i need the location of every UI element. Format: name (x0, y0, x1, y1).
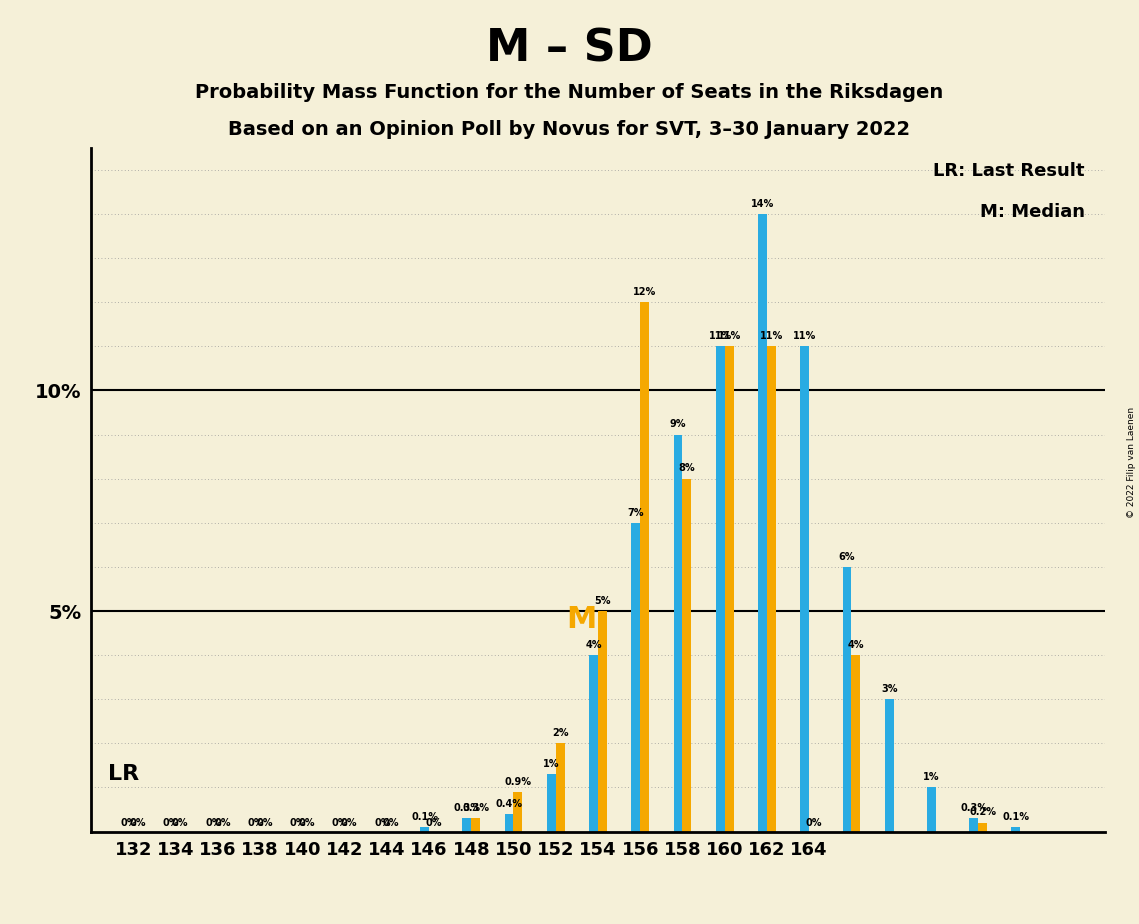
Text: 6%: 6% (838, 552, 855, 562)
Text: 0.1%: 0.1% (1002, 812, 1030, 821)
Text: 0.3%: 0.3% (453, 803, 481, 813)
Text: 0.2%: 0.2% (969, 808, 995, 818)
Bar (556, 744, 565, 832)
Text: LR: Last Result: LR: Last Result (933, 162, 1084, 179)
Text: 11%: 11% (718, 331, 740, 341)
Text: 0%: 0% (214, 818, 230, 828)
Text: 0.1%: 0.1% (411, 812, 439, 821)
Bar (631, 523, 640, 832)
Text: 0%: 0% (289, 818, 306, 828)
Text: 11%: 11% (793, 331, 817, 341)
Text: 3%: 3% (880, 684, 898, 694)
Text: M – SD: M – SD (486, 28, 653, 71)
Bar (420, 827, 429, 832)
Bar (598, 611, 607, 832)
Bar (978, 822, 988, 832)
Text: 0.4%: 0.4% (495, 798, 523, 808)
Bar (505, 814, 514, 832)
Text: 11%: 11% (708, 331, 732, 341)
Text: 11%: 11% (760, 331, 782, 341)
Text: 7%: 7% (628, 507, 644, 517)
Text: 0%: 0% (205, 818, 222, 828)
Bar (640, 302, 649, 832)
Bar (927, 787, 936, 832)
Text: 0%: 0% (172, 818, 188, 828)
Text: 0%: 0% (163, 818, 180, 828)
Bar (885, 699, 894, 832)
Text: Probability Mass Function for the Number of Seats in the Riksdagen: Probability Mass Function for the Number… (196, 83, 943, 103)
Text: 5%: 5% (595, 596, 611, 606)
Text: 0.3%: 0.3% (960, 803, 988, 813)
Text: © 2022 Filip van Laenen: © 2022 Filip van Laenen (1126, 407, 1136, 517)
Bar (1011, 827, 1021, 832)
Bar (852, 655, 860, 832)
Text: 0%: 0% (341, 818, 358, 828)
Bar (969, 819, 978, 832)
Text: M: Median: M: Median (980, 202, 1084, 221)
Text: 0%: 0% (130, 818, 146, 828)
Text: 0%: 0% (374, 818, 391, 828)
Text: 1%: 1% (924, 772, 940, 783)
Bar (724, 346, 734, 832)
Text: 0%: 0% (298, 818, 316, 828)
Bar (589, 655, 598, 832)
Text: Based on an Opinion Poll by Novus for SVT, 3–30 January 2022: Based on an Opinion Poll by Novus for SV… (229, 120, 910, 140)
Text: LR: LR (108, 764, 139, 784)
Bar (767, 346, 776, 832)
Bar (715, 346, 724, 832)
Text: 0%: 0% (247, 818, 264, 828)
Text: 4%: 4% (585, 639, 601, 650)
Text: 4%: 4% (847, 639, 865, 650)
Text: 12%: 12% (633, 287, 656, 297)
Text: 0%: 0% (425, 818, 442, 828)
Text: 0%: 0% (805, 818, 822, 828)
Bar (472, 819, 481, 832)
Bar (843, 567, 851, 832)
Text: 0%: 0% (256, 818, 272, 828)
Text: 2%: 2% (552, 728, 568, 738)
Text: 0.3%: 0.3% (462, 803, 489, 813)
Text: 0%: 0% (331, 818, 349, 828)
Bar (547, 774, 556, 832)
Text: 14%: 14% (751, 199, 775, 209)
Bar (673, 434, 682, 832)
Bar (801, 346, 809, 832)
Bar (682, 479, 691, 832)
Text: 0%: 0% (383, 818, 400, 828)
Text: 9%: 9% (670, 419, 687, 430)
Text: 0%: 0% (121, 818, 137, 828)
Text: M: M (566, 605, 597, 635)
Bar (514, 792, 523, 832)
Text: 1%: 1% (543, 759, 559, 769)
Text: 8%: 8% (679, 464, 695, 473)
Text: 0.9%: 0.9% (505, 776, 532, 786)
Bar (462, 819, 472, 832)
Bar (759, 214, 767, 832)
